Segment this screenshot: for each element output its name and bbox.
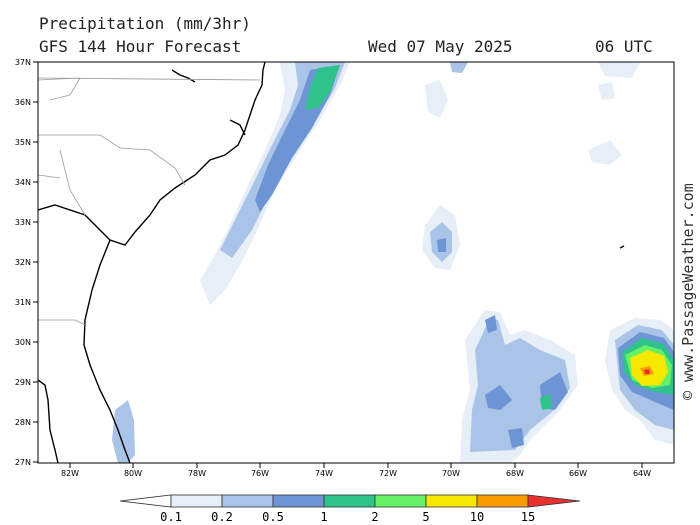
legend-swatch [272,494,325,508]
lat-label: 33N [15,218,31,227]
precip-cluster-southeast [460,310,578,463]
legend-label: 1 [320,510,327,524]
forecast-time: 06 UTC [595,37,653,56]
precip-patch-cloud-2 [588,140,622,165]
forecast-date: Wed 07 May 2025 [368,37,513,56]
legend-label: 5 [422,510,429,524]
lat-label: 36N [15,98,31,107]
lat-label: 29N [15,378,31,387]
legend-label: 2 [371,510,378,524]
map-title: Precipitation (mm/3hr) [39,14,251,33]
legend-label: 0.5 [262,510,284,524]
legend-swatch [323,494,376,508]
lon-label: 70W [442,469,460,478]
precip-patch-florida [112,400,135,463]
precip-patch-north-east [598,62,640,78]
longitude-axis: 82W 80W 78W 76W 74W 72W 70W 68W 66W 64W [61,463,651,478]
legend-labels: 0.1 0.2 0.5 1 2 5 10 15 [160,510,535,524]
precip-patch-cloud-3 [598,82,615,100]
coastline [38,62,625,463]
lat-label: 35N [15,138,31,147]
precip-legend [119,494,581,508]
legend-swatch [374,494,427,508]
lon-label: 66W [569,469,587,478]
state-borders [38,77,261,326]
lon-label: 64W [633,469,651,478]
lat-label: 31N [15,298,31,307]
legend-label: 0.2 [211,510,233,524]
map-area [38,62,674,463]
lon-label: 74W [315,469,333,478]
lat-label: 27N [15,458,31,467]
legend-arrow-low [119,494,172,508]
precip-patch-central [422,205,460,270]
lon-label: 68W [506,469,524,478]
legend-label: 0.1 [160,510,182,524]
precip-patch-north [450,62,468,73]
legend-arrow-high [527,494,581,508]
lon-label: 72W [379,469,397,478]
lat-label: 32N [15,258,31,267]
lat-label: 37N [15,58,31,67]
precip-band-east-coast [200,62,350,305]
legend-swatch [221,494,274,508]
lat-label: 28N [15,418,31,427]
legend-swatch [170,494,223,508]
forecast-model-label: GFS 144 Hour Forecast [39,37,242,56]
precip-patch-cloud-1 [425,80,448,118]
legend-swatch [425,494,478,508]
lat-label: 34N [15,178,31,187]
legend-label: 10 [470,510,484,524]
lon-label: 78W [188,469,206,478]
lat-label: 30N [15,338,31,347]
lon-label: 76W [251,469,269,478]
latitude-axis: 37N 36N 35N 34N 33N 32N 31N 30N 29N 28N … [15,58,38,467]
lon-label: 80W [124,469,142,478]
legend-swatch [476,494,529,508]
precip-storm-east [605,318,674,445]
legend-label: 15 [521,510,535,524]
lon-label: 82W [61,469,79,478]
